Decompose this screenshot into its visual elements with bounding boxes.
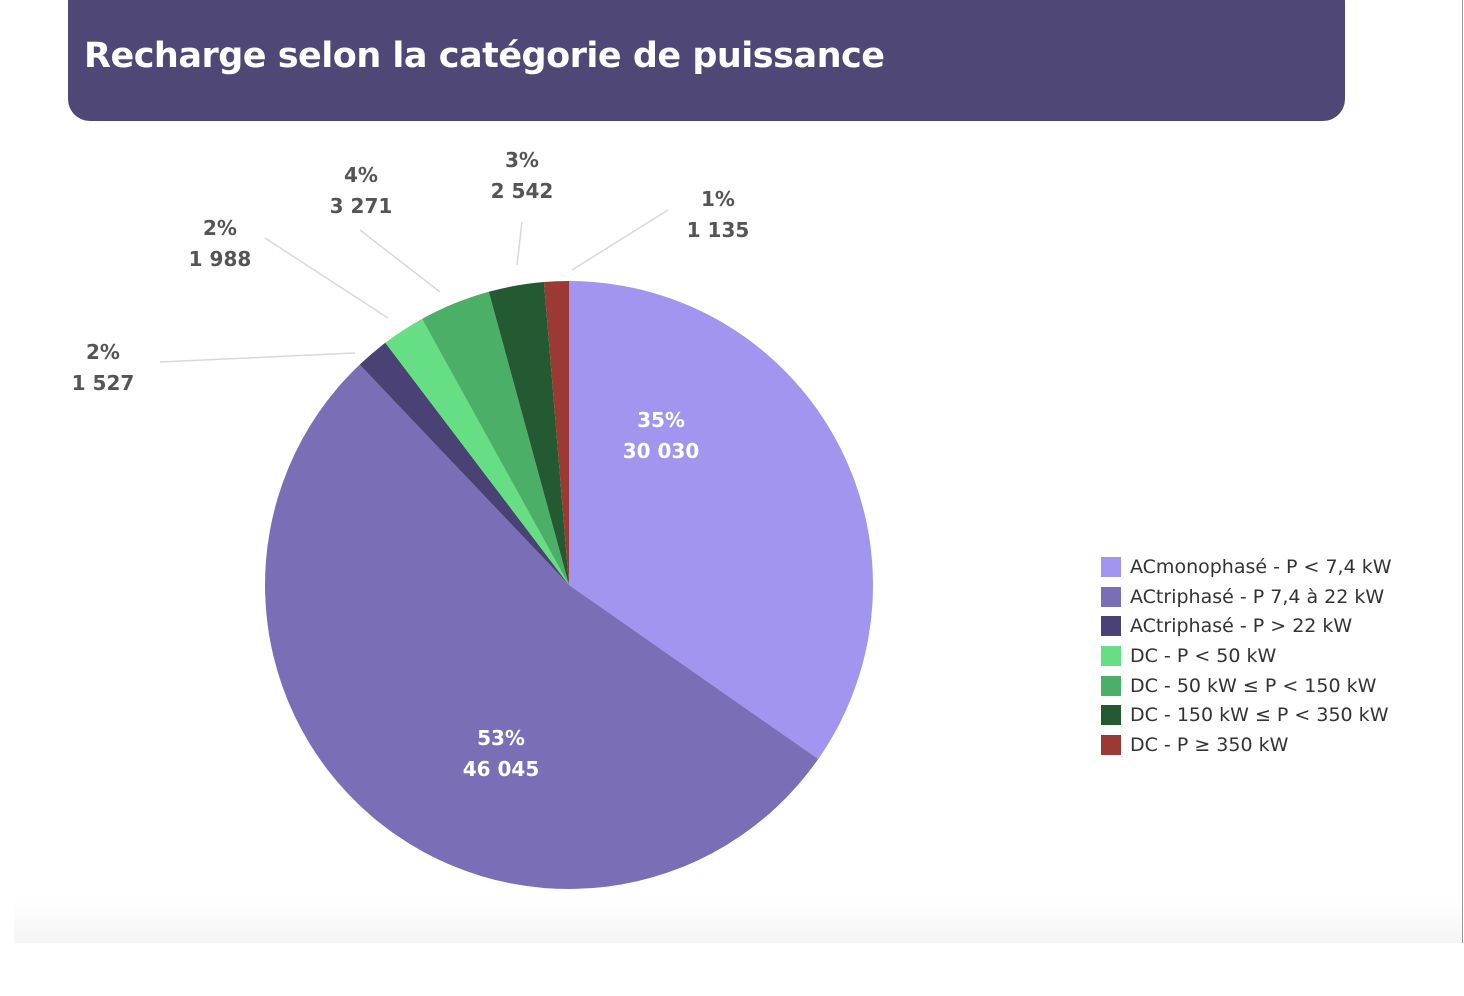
legend-swatch bbox=[1101, 616, 1121, 637]
pct-label: 53% bbox=[477, 726, 525, 750]
pct-label: 35% bbox=[637, 408, 685, 432]
leader-line bbox=[159, 352, 356, 363]
legend: ACmonophasé - P < 7,4 kW ACtriphasé - P 7… bbox=[1101, 552, 1392, 760]
pct-label: 1% bbox=[701, 187, 735, 211]
legend-label: ACtriphasé - P > 22 kW bbox=[1130, 615, 1353, 638]
legend-item: ACtriphasé - P 7,4 à 22 kW bbox=[1101, 582, 1392, 612]
legend-item: DC - 150 kW ≤ P < 350 kW bbox=[1101, 700, 1392, 730]
value-label: 1 135 bbox=[687, 218, 750, 242]
value-label: 3 271 bbox=[330, 194, 393, 218]
legend-item: ACmonophasé - P < 7,4 kW bbox=[1101, 552, 1392, 582]
pie-slice bbox=[359, 342, 569, 585]
chart-title: Recharge selon la catégorie de puissance bbox=[84, 36, 885, 76]
title-bar bbox=[68, 0, 1345, 121]
legend-item: ACtriphasé - P > 22 kW bbox=[1101, 611, 1392, 641]
pie-slice bbox=[543, 281, 569, 585]
leader-line bbox=[264, 237, 389, 319]
legend-swatch bbox=[1101, 705, 1121, 726]
legend-swatch bbox=[1101, 556, 1121, 577]
legend-label: DC - 150 kW ≤ P < 350 kW bbox=[1130, 704, 1389, 727]
legend-label: DC - 50 kW ≤ P < 150 kW bbox=[1130, 674, 1377, 697]
legend-swatch bbox=[1101, 675, 1121, 696]
legend-item: DC - 50 kW ≤ P < 150 kW bbox=[1101, 671, 1392, 701]
legend-swatch bbox=[1101, 734, 1121, 755]
pie-slice bbox=[422, 291, 569, 585]
legend-swatch bbox=[1101, 586, 1121, 607]
pct-label: 2% bbox=[86, 340, 120, 364]
legend-item: DC - P ≥ 350 kW bbox=[1101, 730, 1392, 760]
value-label: 30 030 bbox=[623, 439, 700, 463]
leader-line bbox=[571, 209, 669, 271]
legend-label: DC - P ≥ 350 kW bbox=[1130, 733, 1289, 756]
pie-slice bbox=[385, 318, 569, 585]
value-label: 1 988 bbox=[189, 247, 252, 271]
pct-label: 4% bbox=[344, 163, 378, 187]
leader-line bbox=[516, 221, 523, 266]
pie-slice bbox=[488, 282, 569, 585]
pie-slice bbox=[264, 364, 819, 890]
legend-label: DC - P < 50 kW bbox=[1130, 644, 1277, 667]
legend-label: ACmonophasé - P < 7,4 kW bbox=[1130, 555, 1392, 578]
value-label: 46 045 bbox=[463, 757, 540, 781]
legend-item: DC - P < 50 kW bbox=[1101, 641, 1392, 671]
legend-swatch bbox=[1101, 645, 1121, 666]
pct-label: 2% bbox=[203, 216, 237, 240]
leader-line bbox=[359, 229, 441, 293]
value-label: 2 542 bbox=[491, 179, 554, 203]
pct-label: 3% bbox=[505, 148, 539, 172]
value-label: 1 527 bbox=[72, 371, 135, 395]
legend-label: ACtriphasé - P 7,4 à 22 kW bbox=[1130, 585, 1385, 608]
pie-slice bbox=[569, 281, 873, 760]
